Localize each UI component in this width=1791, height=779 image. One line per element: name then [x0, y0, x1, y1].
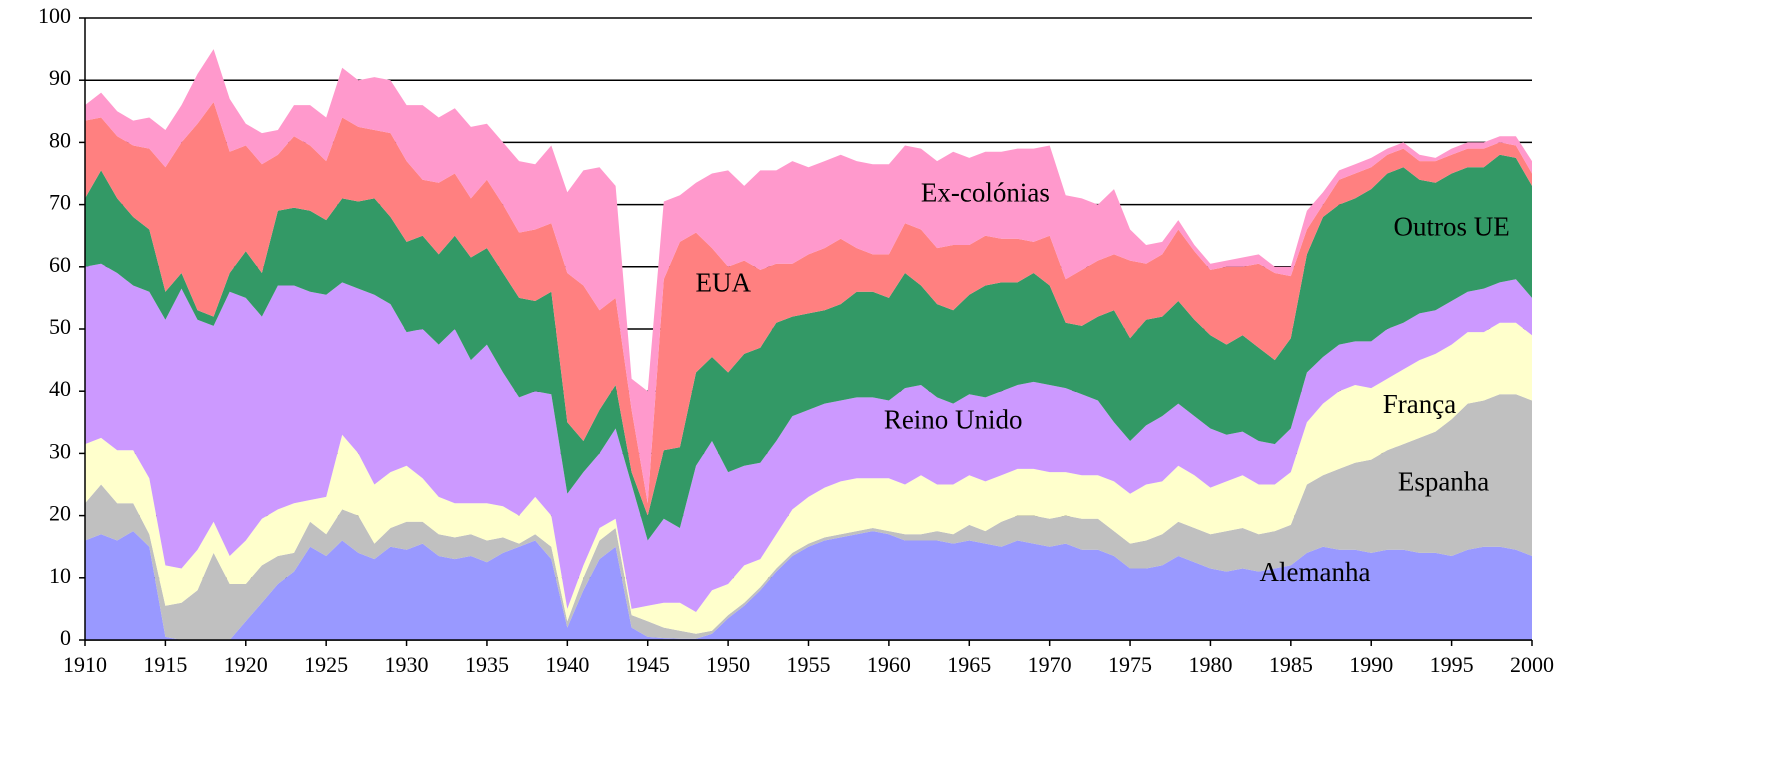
x-tick-label: 1975 [1108, 652, 1152, 677]
x-tick-label: 1980 [1188, 652, 1232, 677]
y-tick-label: 100 [38, 3, 71, 28]
area [85, 531, 1532, 640]
x-tick-label: 1925 [304, 652, 348, 677]
x-tick-label: 1935 [465, 652, 509, 677]
y-tick-label: 10 [49, 563, 71, 588]
x-tick-label: 1955 [787, 652, 831, 677]
x-tick-label: 1950 [706, 652, 750, 677]
y-tick-label: 50 [49, 314, 71, 339]
y-tick-label: 30 [49, 438, 71, 463]
x-tick-label: 2000 [1510, 652, 1554, 677]
series-label: Alemanha [1259, 557, 1370, 587]
y-tick-label: 40 [49, 376, 71, 401]
series-label: EUA [696, 268, 752, 298]
x-tick-label: 1910 [63, 652, 107, 677]
y-tick-label: 0 [60, 625, 71, 650]
area [85, 263, 1532, 612]
area [85, 322, 1532, 634]
y-tick-label: 60 [49, 252, 71, 277]
series-label: Ex-colónias [921, 177, 1050, 207]
x-tick-label: 1990 [1349, 652, 1393, 677]
x-tick-label: 1940 [545, 652, 589, 677]
x-tick-label: 1930 [385, 652, 429, 677]
areas [85, 49, 1532, 640]
x-tick-label: 1995 [1430, 652, 1474, 677]
y-tick-label: 20 [49, 501, 71, 526]
x-tick-label: 1985 [1269, 652, 1313, 677]
area [85, 394, 1532, 640]
series-label: França [1383, 389, 1456, 419]
y-tick-label: 70 [49, 190, 71, 215]
x-tick-label: 1965 [947, 652, 991, 677]
x-tick-label: 1945 [626, 652, 670, 677]
series-label: Reino Unido [884, 405, 1023, 435]
x-tick-label: 1960 [867, 652, 911, 677]
x-tick-label: 1920 [224, 652, 268, 677]
x-tick-label: 1915 [143, 652, 187, 677]
y-tick-label: 80 [49, 127, 71, 152]
area [85, 102, 1532, 516]
area [85, 154, 1532, 541]
area [85, 49, 1532, 504]
y-tick-label: 90 [49, 65, 71, 90]
series-label: Espanha [1398, 467, 1489, 497]
x-tick-label: 1970 [1028, 652, 1072, 677]
series-label: Outros UE [1393, 212, 1509, 242]
